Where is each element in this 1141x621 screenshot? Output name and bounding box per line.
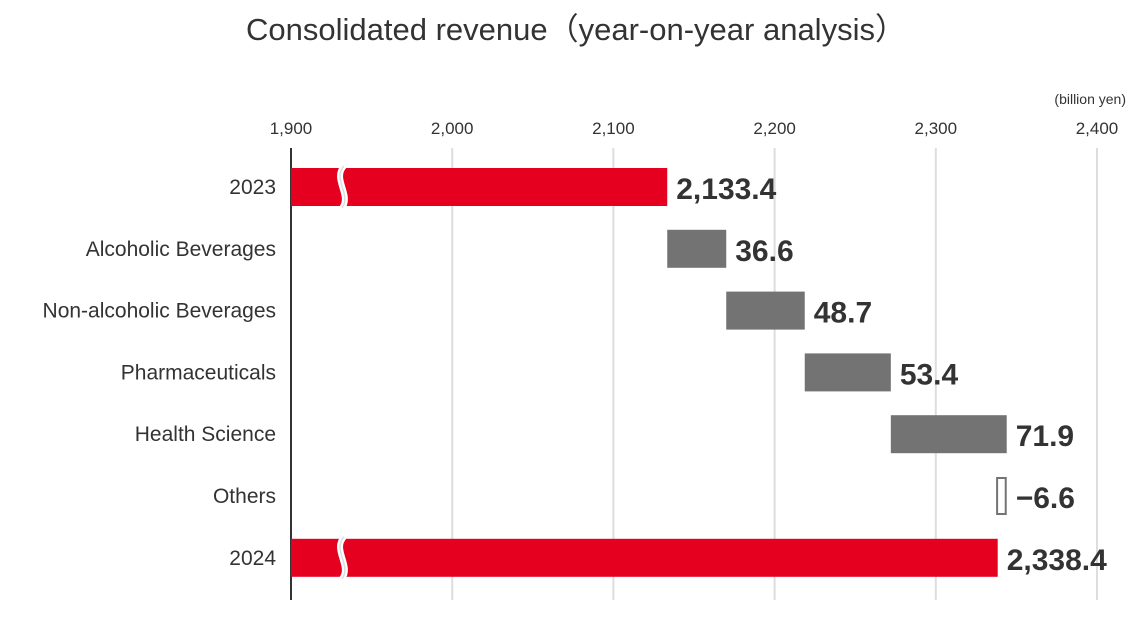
- category-label: Alcoholic Beverages: [86, 238, 276, 261]
- tick-label: 2,100: [592, 119, 635, 138]
- value-label: 2,133.4: [676, 173, 776, 206]
- value-label: 36.6: [735, 235, 793, 268]
- category-label: 2024: [229, 547, 276, 570]
- category-label: Others: [213, 485, 276, 508]
- bar-decrease: [996, 477, 1007, 515]
- chart-title: Consolidated revenue（year-on-year analys…: [246, 12, 906, 47]
- bar-increase: [667, 229, 727, 268]
- value-label: 2,338.4: [1007, 544, 1107, 577]
- tick-label: 2,300: [915, 119, 958, 138]
- axis-break-line: [339, 165, 346, 209]
- category-label: 2023: [229, 176, 276, 199]
- value-label: 53.4: [900, 358, 959, 391]
- tick-label: 2,400: [1076, 119, 1119, 138]
- bar-increase: [890, 415, 1007, 454]
- category-label: Non-alcoholic Beverages: [43, 300, 276, 323]
- bar-increase: [804, 353, 891, 392]
- bar-increase: [726, 291, 805, 330]
- bar-total: [291, 538, 998, 577]
- unit-label: (billion yen): [1054, 91, 1126, 107]
- tick-label: 2,000: [431, 119, 474, 138]
- axis-break-line: [339, 536, 346, 580]
- value-label: 48.7: [814, 297, 872, 330]
- category-label: Pharmaceuticals: [121, 361, 276, 384]
- tick-label: 1,900: [270, 119, 313, 138]
- category-label: Health Science: [135, 423, 276, 446]
- value-label: 71.9: [1016, 420, 1074, 453]
- bar-total: [291, 168, 668, 206]
- tick-label: 2,200: [753, 119, 796, 138]
- value-label: −6.6: [1016, 482, 1075, 515]
